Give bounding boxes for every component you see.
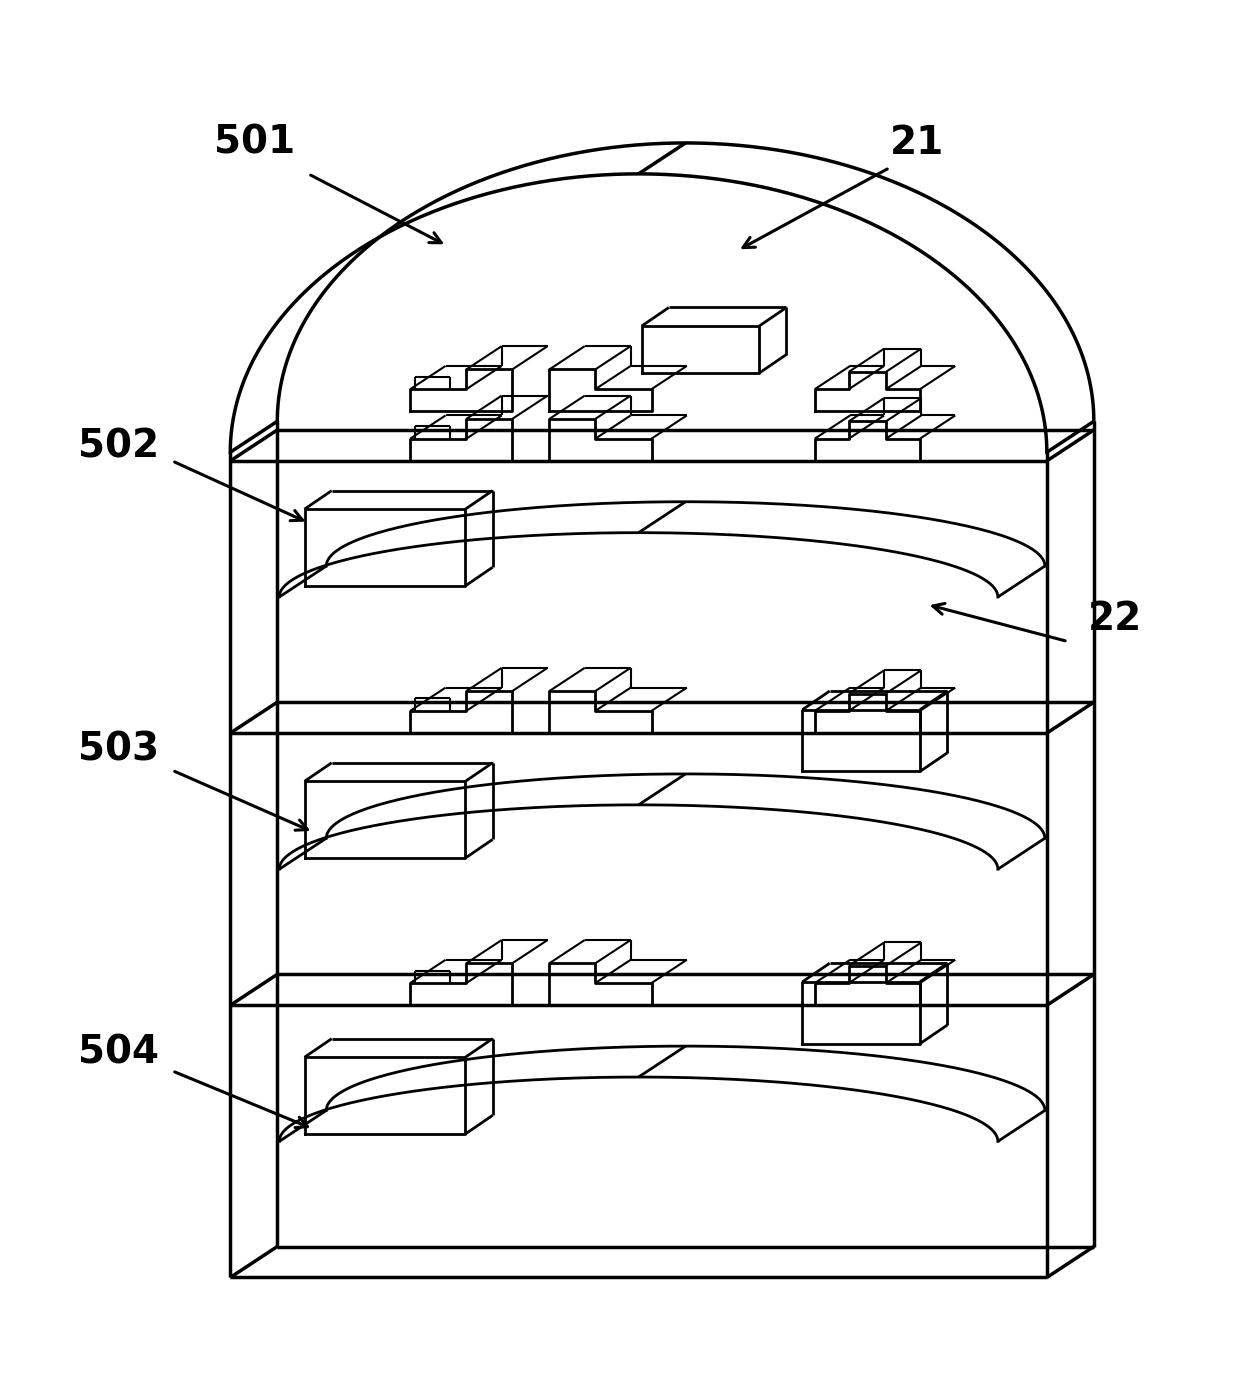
Text: 503: 503 [78,730,160,768]
Text: 22: 22 [1087,601,1142,638]
Text: 501: 501 [215,123,295,162]
Text: 21: 21 [890,123,944,162]
Text: 502: 502 [78,427,160,465]
Text: 504: 504 [78,1033,160,1071]
